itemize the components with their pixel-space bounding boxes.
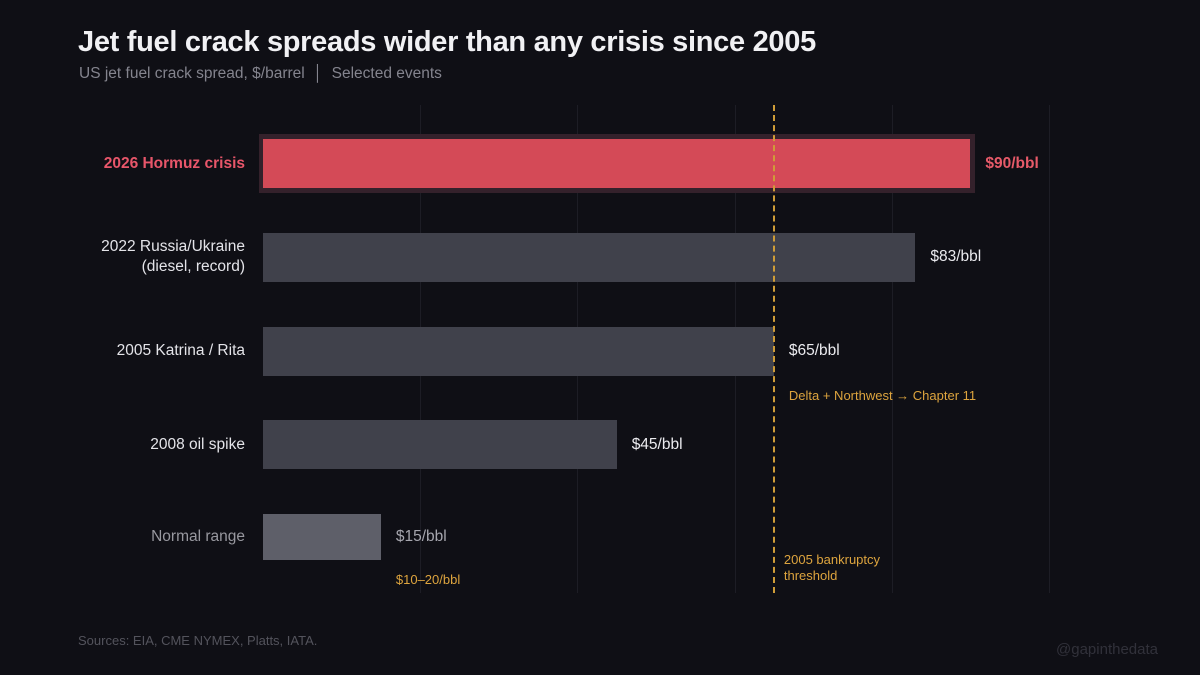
bar-chart: 2026 Hormuz crisis $90/bbl 2022 Russia/Ukr… [0,105,1200,593]
value-label: $45/bbl [631,435,683,453]
bankruptcy-threshold-line [772,105,775,593]
gridline-100 [1049,105,1050,593]
value-label: $15/bbl [395,528,447,545]
annotation-2: $10–20/bbl [395,572,461,587]
bar-1 [263,139,971,188]
annotation-1: Delta + Northwest → Chapter 11 [788,387,977,403]
bar-3 [263,326,774,376]
sources-note: Sources: EIA, CME NYMEX, Platts, IATA. [78,633,318,648]
category-label: 2008 oil spike [150,435,245,453]
author-handle: @gapinthedata [1056,641,1158,658]
bar-2 [263,232,916,282]
page-title: Jet fuel crack spreads wider than any cr… [78,26,816,58]
category-label: 2026 Hormuz crisis [103,154,245,172]
chart-subtitle: US jet fuel crack spread, $/barrel │ Sel… [79,65,442,82]
value-label: $65/bbl [788,342,840,359]
bar-5 [263,514,381,560]
category-label: Normal range [151,528,245,545]
category-label: 2022 Russia/Ukraine (diesel, record) [101,238,245,276]
gridline-80 [891,105,893,593]
category-label: 2005 Katrina / Rita [116,342,245,359]
bankruptcy-threshold-label: 2005 bankruptcy threshold [783,552,881,583]
value-label: $83/bbl [930,248,982,266]
value-label: $90/bbl [985,154,1039,172]
bar-4 [263,420,617,470]
